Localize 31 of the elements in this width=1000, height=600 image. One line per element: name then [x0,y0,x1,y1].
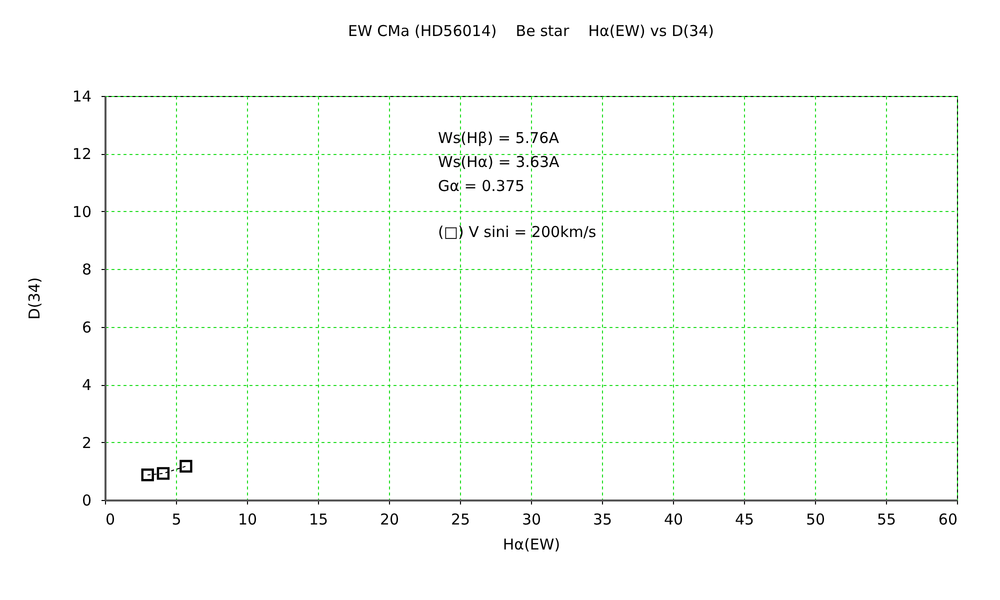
point [156,467,170,480]
x-tick-label: 50 [806,510,826,528]
x-tick-label: 20 [380,510,400,528]
x-tick-label: 30 [522,510,542,528]
y-tick-label: 8 [82,260,92,279]
y-tick-label: 6 [82,318,92,336]
y-tick-label: 12 [72,145,92,164]
y-tick-label: 4 [82,376,92,394]
x-tick-label: 0 [106,510,116,528]
x-tick-label: 55 [876,510,896,528]
point [141,468,154,482]
x-tick-label: 25 [450,510,470,528]
annotation: Gα = 0.375 [438,177,525,195]
x-tick-label: 40 [664,510,684,528]
annotation: (□) V sini = 200km/s [438,223,596,241]
x-axis-title: Hα(EW) [502,536,560,554]
annotation: Ws(Hβ) = 5.76A [438,129,560,147]
x-tick-label: 10 [238,510,258,528]
y-axis-title: D(34) [25,277,44,320]
x-tick-label: 5 [172,510,182,528]
y-tick-label: 2 [82,434,92,452]
x-tick-label: 35 [592,510,612,528]
x-tick-label: 45 [734,510,754,528]
point [180,460,192,473]
annotation: Ws(Hα) = 3.63A [438,153,560,171]
chart-title: EW CMa (HD56014) Be star Hα(EW) vs D(34) [348,22,714,40]
y-tick-label: 14 [72,88,92,106]
y-tick-label: 0 [82,492,92,510]
x-tick-label: 15 [308,510,328,528]
y-tick-label: 10 [72,202,92,221]
x-tick-label: 60 [938,510,958,528]
